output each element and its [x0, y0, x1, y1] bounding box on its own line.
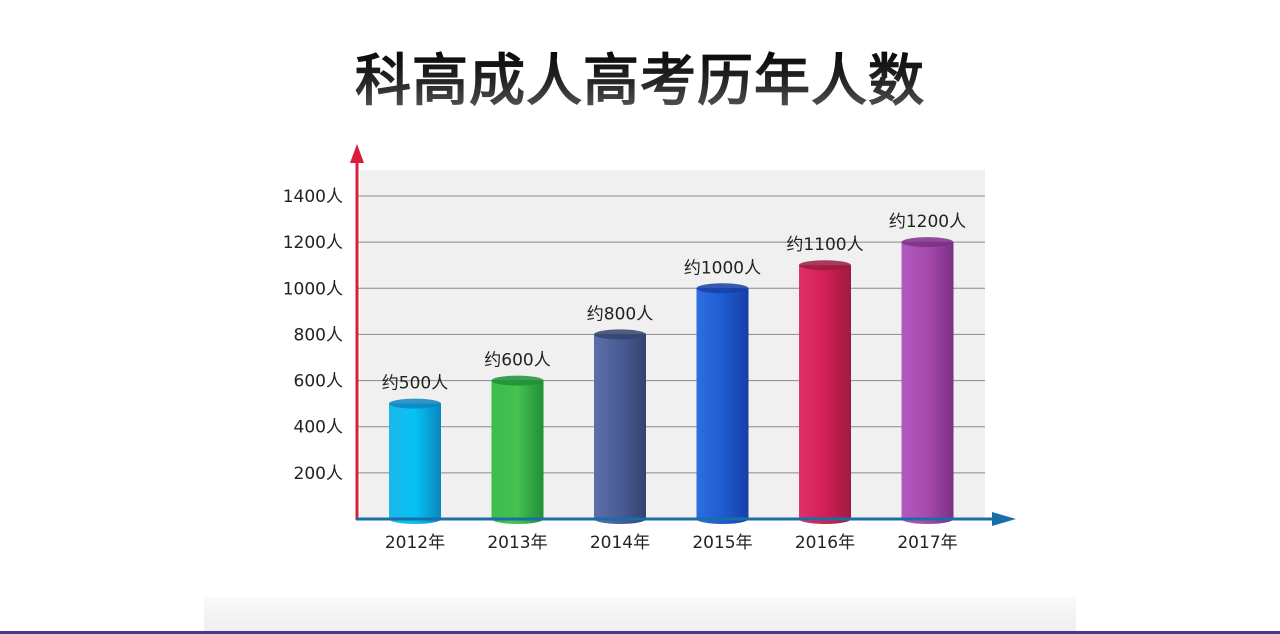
y-tick-label: 1200人: [283, 233, 343, 253]
bar: [594, 334, 646, 524]
x-axis-arrow: [992, 512, 1016, 526]
data-label: 约1100人: [786, 235, 863, 255]
y-tick-label: 1000人: [283, 279, 343, 299]
bar-top: [594, 329, 646, 340]
x-tick-label: 2014年: [590, 533, 650, 553]
x-tick-label: 2013年: [487, 533, 547, 553]
x-tick-label: 2012年: [385, 533, 445, 553]
y-tick-label: 1400人: [283, 187, 343, 207]
x-tick-label: 2016年: [795, 533, 855, 553]
bar: [901, 242, 954, 524]
bar: [491, 380, 544, 524]
x-tick-label: 2017年: [897, 533, 957, 553]
data-label: 约1000人: [684, 258, 761, 278]
bottom-panel: [204, 597, 1076, 631]
y-tick-label: 400人: [294, 418, 343, 438]
y-tick-label: 200人: [294, 464, 343, 484]
plot-background: [360, 170, 985, 519]
bar-top: [901, 237, 954, 248]
x-tick-label: 2015年: [692, 533, 752, 553]
bar-top: [389, 398, 441, 409]
bar-top: [491, 375, 544, 386]
data-label: 约800人: [587, 304, 653, 324]
y-tick-label: 800人: [294, 325, 343, 345]
bar: [696, 288, 749, 524]
bar: [799, 265, 851, 524]
data-label: 约1200人: [889, 212, 966, 232]
y-axis-arrow: [350, 144, 364, 163]
bar-top: [799, 260, 851, 271]
bottom-divider: [0, 631, 1280, 634]
bar-top: [696, 283, 749, 294]
chart-title: 科高成人高考历年人数: [0, 42, 1280, 122]
data-label: 约600人: [484, 351, 550, 371]
data-label: 约500人: [382, 374, 448, 394]
bar: [389, 403, 441, 524]
y-tick-label: 600人: [294, 372, 343, 392]
